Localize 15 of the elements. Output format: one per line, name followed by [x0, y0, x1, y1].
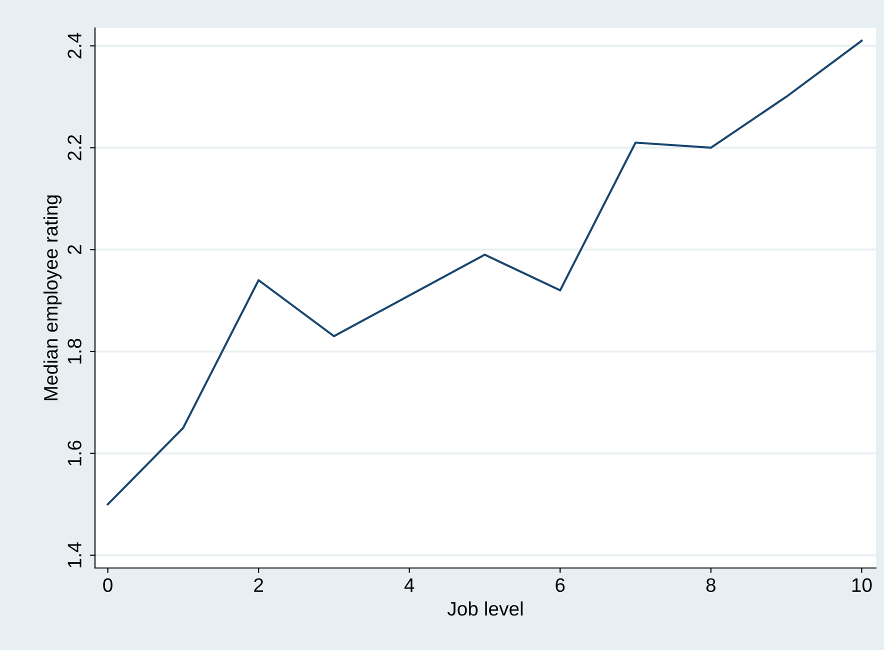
x-tick-label: 2 — [254, 578, 264, 592]
line-series — [106, 40, 863, 506]
y-tick-label: 2.4 — [68, 32, 82, 58]
y-tick-label: 1.6 — [68, 440, 82, 466]
y-tick-label: 1.4 — [68, 542, 82, 568]
y-axis-title: Median employee rating — [43, 195, 62, 400]
x-tick-label: 10 — [852, 578, 872, 592]
y-tick-label: 2 — [68, 245, 82, 254]
x-tick-label: 8 — [706, 578, 716, 592]
x-tick-label: 0 — [103, 578, 112, 592]
x-tick-label: 6 — [556, 578, 565, 592]
x-axis-title: Job level — [447, 601, 523, 616]
y-tick-label: 2.2 — [68, 135, 82, 160]
x-tick-label: 4 — [404, 578, 414, 592]
y-tick-label: 1.8 — [68, 338, 82, 364]
